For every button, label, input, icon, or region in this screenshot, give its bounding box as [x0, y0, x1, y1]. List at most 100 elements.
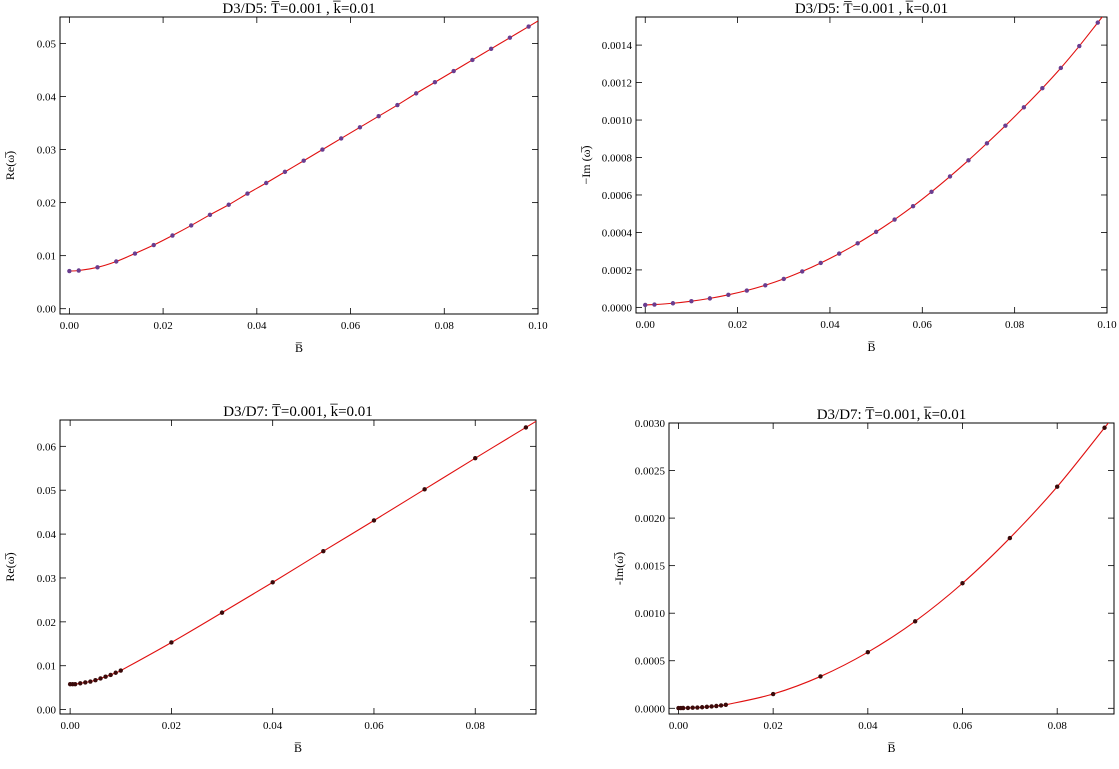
- data-point: [763, 283, 768, 288]
- y-tick-label: 0.0012: [602, 78, 632, 90]
- fit-curve: [678, 423, 1110, 709]
- data-point: [301, 158, 306, 163]
- x-axis-label: B̅: [867, 340, 875, 354]
- data-point: [1003, 123, 1008, 128]
- fit-curve: [645, 17, 1103, 306]
- panel-d3d5-imag: D3/D5: T̅=0.001 , k̅=0.01 B̅ −Im (ω̅) 0.…: [579, 1, 1117, 354]
- data-point: [690, 705, 695, 710]
- data-point: [93, 678, 98, 683]
- data-point: [685, 705, 691, 711]
- data-point: [488, 46, 494, 52]
- x-tick-label: 0.08: [435, 320, 455, 332]
- data-point: [1054, 484, 1060, 489]
- data-point: [818, 260, 823, 266]
- y-tick-label: 0.04: [37, 92, 57, 104]
- data-point: [1102, 425, 1107, 430]
- y-tick-label: 0.02: [37, 198, 56, 210]
- y-tick-label: 0.0000: [602, 302, 633, 314]
- data-point: [836, 251, 842, 256]
- y-tick-label: 0.05: [37, 485, 57, 497]
- y-tick-label: 0.0015: [635, 561, 666, 573]
- panel-d3d7-real: D3/D7: T̅=0.001, k̅=0.01 B̅ Re(ω̅) 0.00 0…: [3, 404, 537, 755]
- y-tick-label: 0.0002: [602, 265, 632, 277]
- data-point: [98, 676, 103, 681]
- data-point: [670, 301, 676, 306]
- data-point: [726, 292, 731, 298]
- data-point: [707, 296, 713, 301]
- data-point: [470, 57, 475, 63]
- y-tick-label: 0.05: [37, 39, 57, 51]
- data-point: [1095, 20, 1100, 25]
- data-point: [855, 241, 860, 246]
- data-point: [718, 703, 724, 708]
- data-point: [723, 702, 729, 707]
- data-point: [270, 580, 275, 585]
- y-tick-label: 0.03: [37, 145, 57, 157]
- data-point: [78, 681, 83, 686]
- x-tick-label: 0.06: [341, 320, 361, 332]
- data-point: [219, 610, 225, 615]
- data-point: [523, 425, 529, 430]
- data-point: [321, 549, 326, 554]
- data-point: [781, 276, 786, 282]
- data-point: [83, 680, 88, 685]
- data-point: [395, 102, 400, 108]
- y-tick-label: 0.03: [37, 573, 57, 585]
- data-point: [652, 302, 657, 307]
- data-point: [1058, 65, 1064, 71]
- data-point: [245, 191, 250, 196]
- fit-curve: [70, 420, 536, 685]
- data-point: [714, 703, 719, 709]
- y-tick-label: 0.0030: [635, 418, 666, 430]
- data-point: [451, 68, 456, 74]
- data-point: [151, 242, 156, 248]
- y-tick-label: 0.0025: [635, 466, 666, 478]
- data-point: [865, 649, 871, 655]
- x-tick-label: 0.10: [1097, 319, 1117, 331]
- data-point: [873, 229, 879, 235]
- x-tick-label: 0.06: [913, 319, 933, 331]
- x-tick-label: 0.02: [764, 720, 783, 732]
- x-axis-label: B̅: [294, 741, 302, 755]
- x-tick-label: 0.08: [466, 720, 486, 732]
- x-tick-label: 0.08: [1048, 720, 1068, 732]
- data-point: [695, 705, 700, 710]
- data-point: [966, 158, 971, 163]
- data-point: [132, 251, 138, 256]
- data-point: [169, 640, 174, 645]
- data-point: [67, 268, 72, 274]
- data-point: [432, 80, 438, 85]
- data-point: [910, 204, 916, 209]
- panel-title: D3/D7: T̅=0.001, k̅=0.01: [817, 407, 967, 423]
- x-tick-label: 0.06: [364, 720, 384, 732]
- x-tick-label: 0.04: [247, 320, 267, 332]
- x-tick-label: 0.00: [61, 720, 81, 732]
- data-point: [689, 298, 694, 304]
- y-tick-label: 0.0010: [602, 115, 633, 127]
- data-point: [800, 269, 805, 274]
- data-point: [282, 169, 288, 175]
- y-tick-label: 0.0010: [635, 608, 666, 620]
- data-point: [699, 705, 705, 710]
- data-point: [892, 217, 897, 222]
- plot-frame: [668, 422, 1115, 715]
- y-tick-label: 0.01: [37, 661, 56, 673]
- data-point: [704, 704, 710, 710]
- data-point: [76, 268, 81, 273]
- data-point: [226, 202, 231, 207]
- fit-curve: [69, 20, 538, 272]
- data-point: [912, 619, 918, 624]
- y-tick-label: 0.06: [37, 441, 57, 453]
- data-point: [818, 674, 823, 679]
- data-point: [984, 141, 990, 146]
- panel-title: D3/D5: T̅=0.001 , k̅=0.01: [222, 1, 375, 17]
- y-tick-label: 0.04: [37, 529, 57, 541]
- data-point: [189, 223, 194, 228]
- data-point: [170, 233, 175, 238]
- y-tick-label: 0.0004: [602, 227, 633, 239]
- y-axis-label: Re(ω̅): [3, 151, 17, 180]
- data-point: [1077, 43, 1082, 49]
- x-tick-label: 0.00: [669, 720, 689, 732]
- data-point: [371, 518, 377, 523]
- data-point: [1007, 535, 1013, 541]
